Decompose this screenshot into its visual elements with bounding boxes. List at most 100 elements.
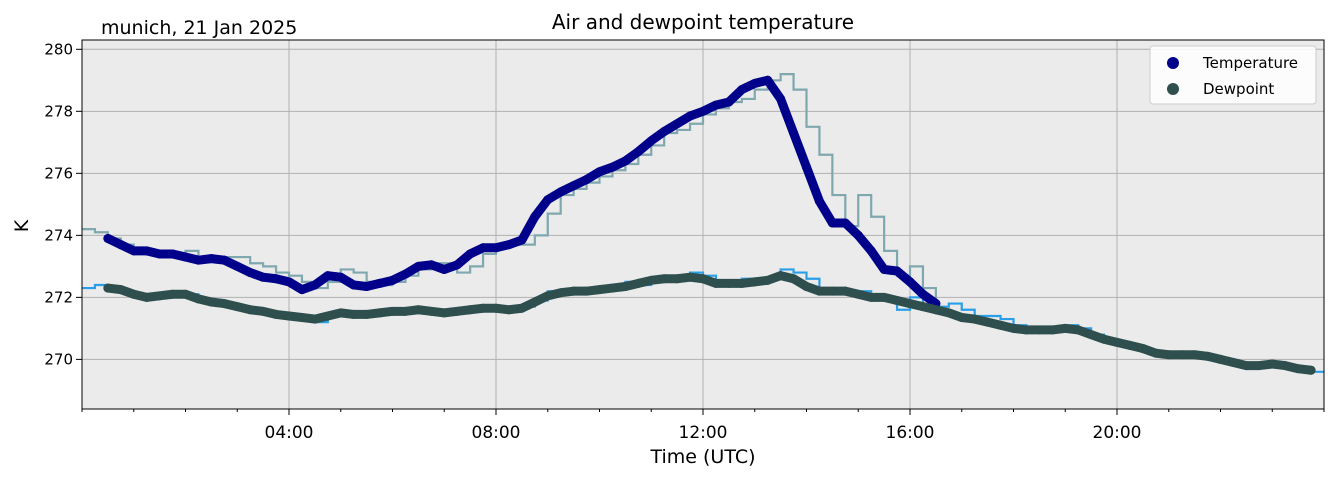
data-point-dewpoint [1190,350,1200,360]
data-point-temperature [439,264,449,274]
data-point-dewpoint [711,278,721,288]
data-point-temperature [802,162,811,172]
data-point-temperature [465,249,475,259]
data-point-dewpoint [491,303,501,313]
data-point-dewpoint [866,292,876,302]
data-point-temperature [375,278,385,288]
y-axis-label: K [11,219,33,232]
data-point-temperature [853,230,863,240]
data-point-dewpoint [556,288,566,298]
y-tick-label: 274 [44,226,73,244]
data-point-dewpoint [672,274,682,284]
data-point-temperature [569,181,579,191]
data-point-dewpoint [219,299,229,309]
data-point-temperature [659,126,669,136]
data-point-temperature [413,261,423,271]
data-point-temperature [362,282,372,292]
data-point-dewpoint [1086,330,1096,340]
data-point-dewpoint [323,311,333,321]
marker-series-layer [103,75,1316,375]
data-point-dewpoint [439,308,449,318]
data-point-temperature [814,196,824,206]
data-point-dewpoint [103,283,113,293]
data-point-temperature [206,254,216,264]
data-point-temperature [582,175,592,185]
data-point-temperature [245,268,255,278]
data-point-dewpoint [1047,325,1057,335]
data-point-temperature [543,195,553,205]
data-point-dewpoint [1151,348,1161,358]
data-point-dewpoint [1306,365,1316,375]
x-tick-label: 12:00 [679,423,728,443]
data-point-temperature [685,111,695,121]
data-point-dewpoint [763,275,773,285]
legend-label-dewpoint: Dewpoint [1203,80,1274,98]
data-point-temperature [232,261,242,271]
data-point-temperature [168,249,178,259]
data-point-dewpoint [426,306,436,316]
data-point-dewpoint [698,274,708,284]
data-point-temperature [310,280,320,290]
data-point-temperature [750,78,760,88]
data-point-dewpoint [944,308,954,318]
data-point-dewpoint [517,303,527,313]
data-point-dewpoint [659,274,669,284]
legend-marker-temperature [1167,57,1179,69]
data-point-temperature [271,274,281,284]
data-point-temperature [620,156,630,166]
data-point-dewpoint [465,305,475,315]
data-point-temperature [763,75,773,85]
data-point-dewpoint [853,289,863,299]
data-point-temperature [504,240,514,250]
y-tick-label: 276 [44,164,73,182]
data-point-dewpoint [181,289,190,299]
data-point-dewpoint [1009,323,1018,333]
data-point-temperature [219,255,229,265]
data-point-temperature [258,272,268,282]
data-point-dewpoint [983,317,993,327]
chart-subtitle: munich, 21 Jan 2025 [101,17,297,39]
data-point-dewpoint [297,313,307,323]
data-point-dewpoint [452,306,462,316]
data-point-temperature [400,269,410,279]
data-point-dewpoint [504,305,514,315]
data-point-dewpoint [206,297,216,307]
data-point-dewpoint [646,275,656,285]
data-point-temperature [193,255,203,265]
data-point-dewpoint [814,286,824,296]
data-point-dewpoint [996,320,1006,330]
data-point-dewpoint [1021,325,1031,335]
data-point-temperature [388,275,397,285]
data-point-temperature [142,246,152,256]
data-point-temperature [789,128,799,138]
data-point-dewpoint [970,314,980,324]
data-point-dewpoint [1293,364,1303,374]
data-point-dewpoint [1138,344,1148,354]
data-point-dewpoint [336,308,346,318]
series-line-dewpoint [103,271,1316,375]
data-point-temperature [724,97,734,107]
x-tick-label: 04:00 [265,423,314,443]
data-point-dewpoint [840,286,850,296]
data-point-dewpoint [543,291,553,301]
data-point-temperature [633,147,643,157]
data-point-dewpoint [931,305,941,315]
data-point-temperature [452,260,462,270]
data-point-dewpoint [569,286,579,296]
data-point-dewpoint [245,305,255,315]
data-point-dewpoint [1099,334,1109,344]
data-point-dewpoint [633,278,643,288]
data-point-temperature [284,277,294,287]
data-point-dewpoint [750,277,760,287]
data-point-temperature [349,280,359,290]
data-point-temperature [698,106,708,116]
data-point-dewpoint [685,272,695,282]
data-point-dewpoint [1125,340,1135,350]
data-point-dewpoint [1267,359,1277,369]
data-point-dewpoint [789,274,799,284]
data-point-temperature [905,277,915,287]
legend-marker-dewpoint [1167,83,1179,95]
data-point-dewpoint [142,292,152,302]
data-point-dewpoint [1073,325,1083,335]
data-point-temperature [840,218,850,228]
